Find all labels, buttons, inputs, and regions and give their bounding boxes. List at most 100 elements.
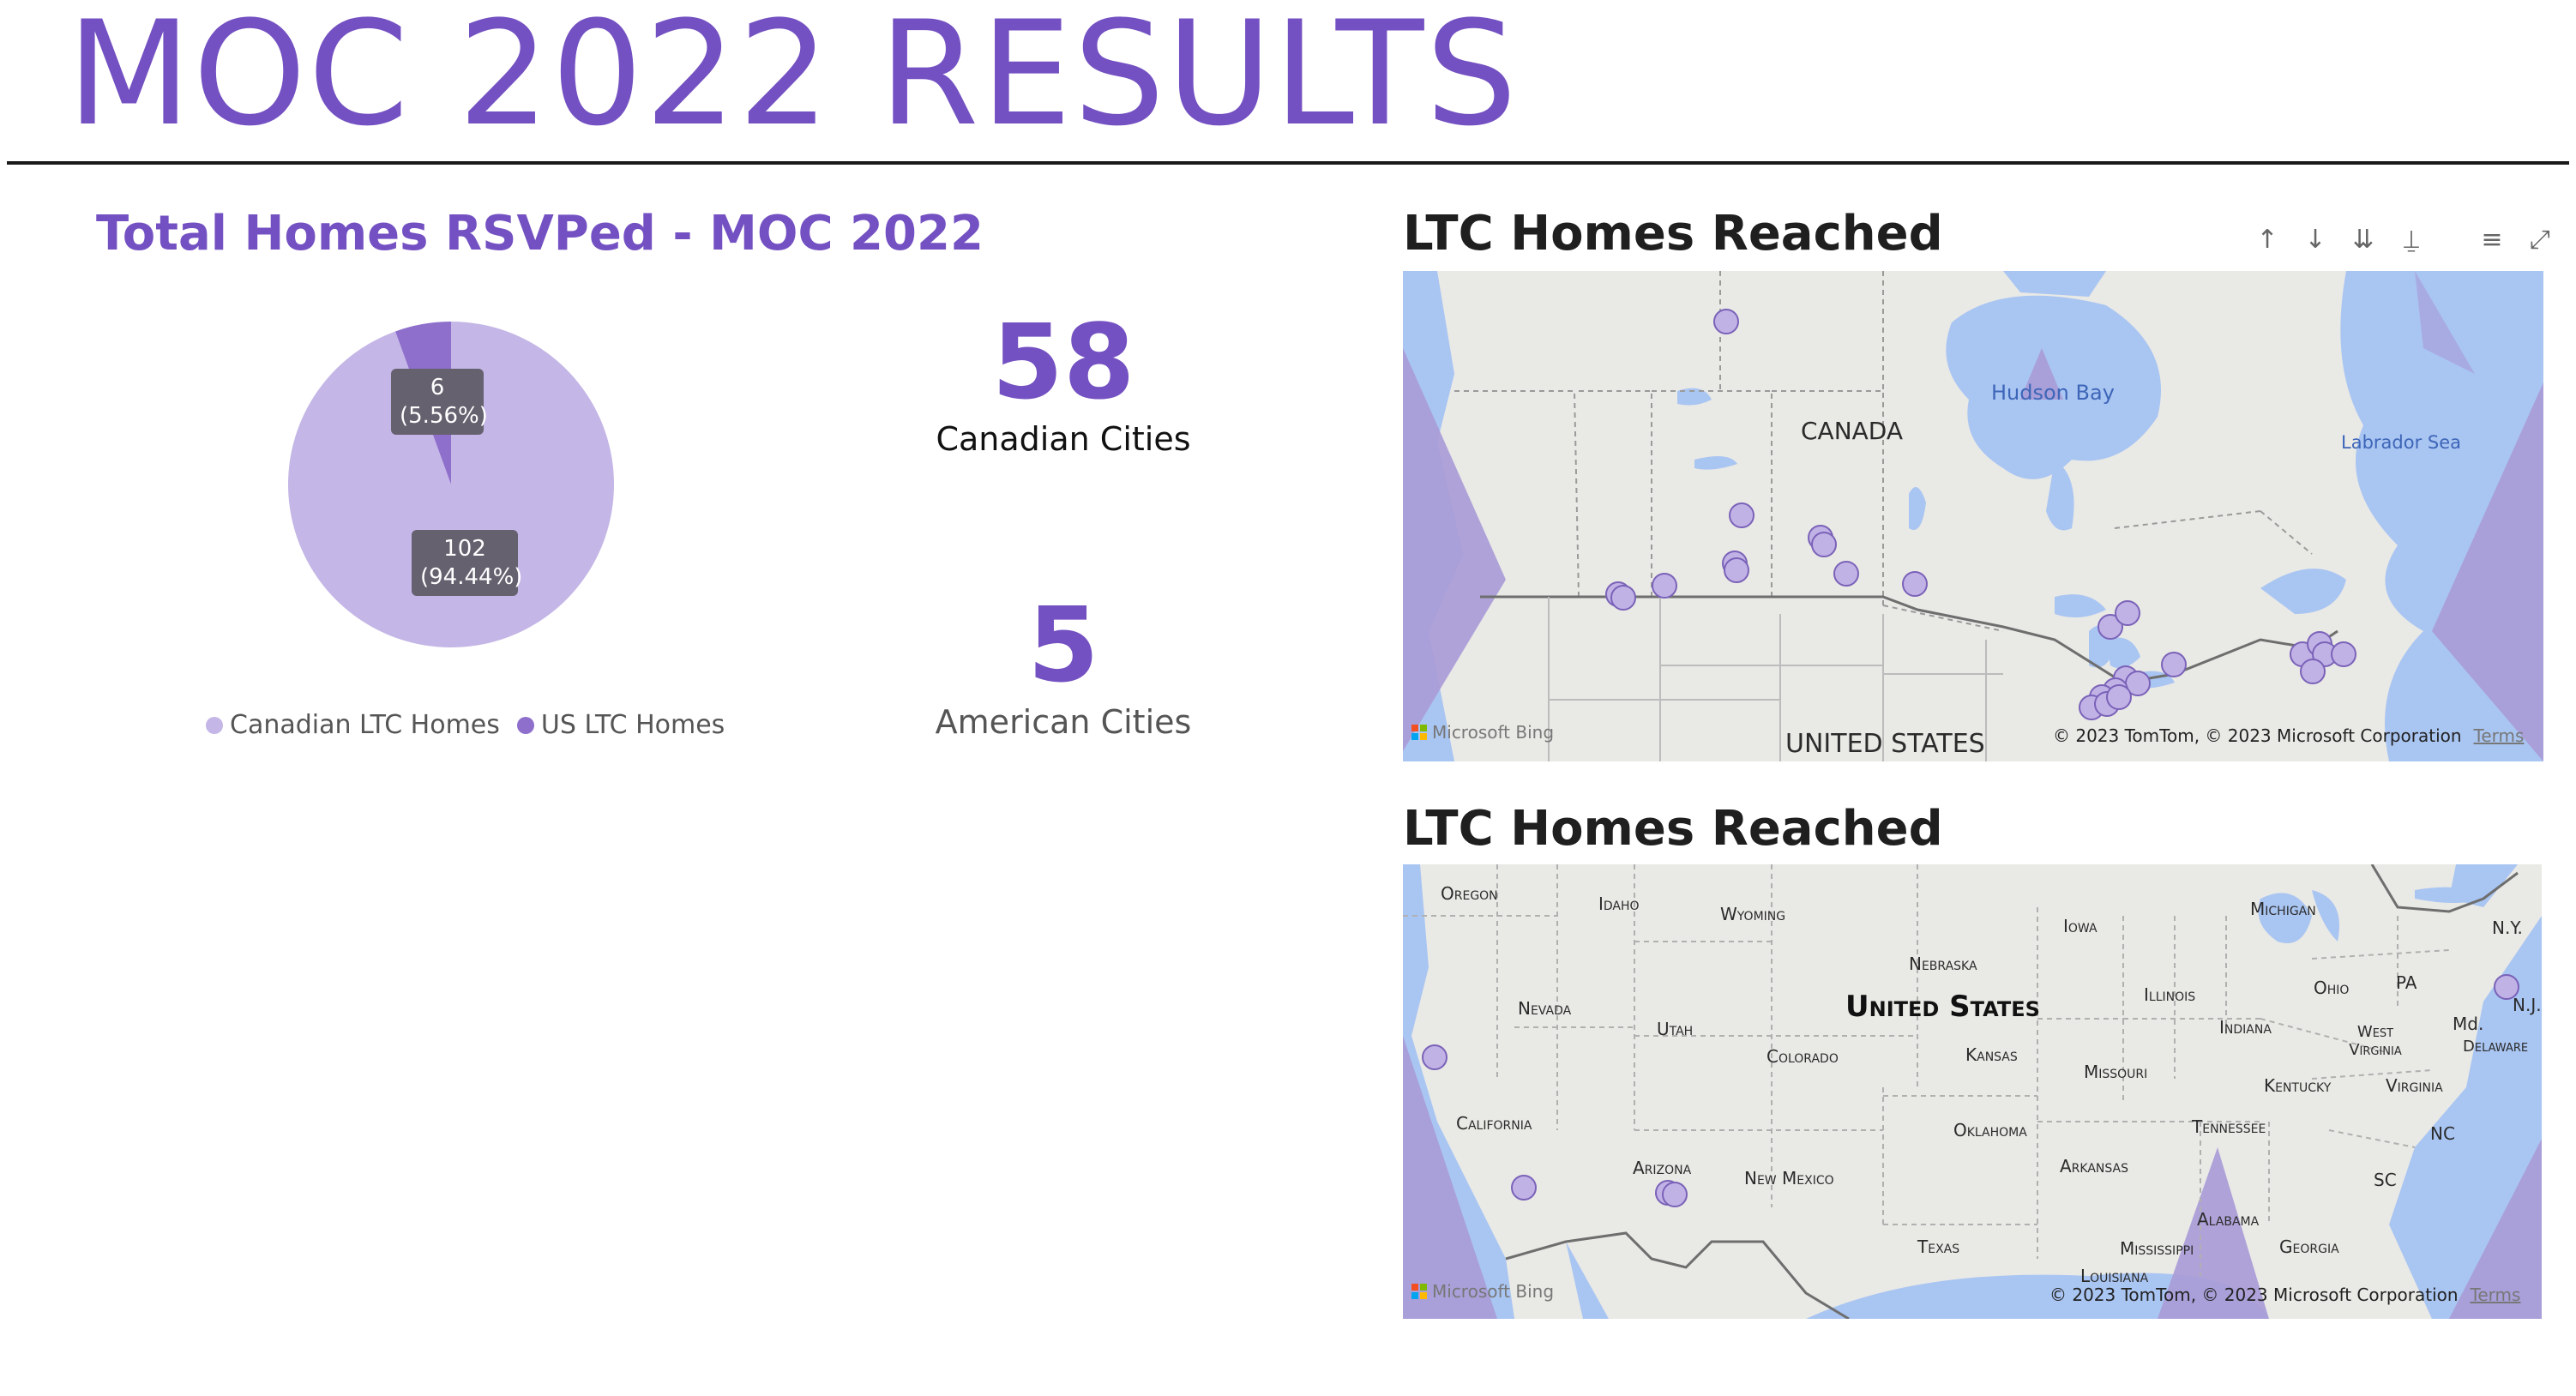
terms-link[interactable]: Terms (2470, 1285, 2521, 1305)
kpi-value: 5 (1027, 587, 1099, 706)
microsoft-bing-logo: Microsoft Bing (1411, 1281, 1554, 1302)
label-georgia: Georgia (2279, 1237, 2339, 1257)
map-canada[interactable]: CANADA UNITED STATES Hudson Bay Labrador… (1403, 271, 2543, 761)
attribution-text: © 2023 TomTom, © 2023 Microsoft Corporat… (2049, 1285, 2459, 1305)
label-tennessee: Tennessee (2192, 1116, 2266, 1137)
map-marker[interactable] (1610, 585, 1636, 611)
map-marker[interactable] (1511, 1175, 1537, 1200)
legend-item-us[interactable]: US LTC Homes (516, 710, 725, 740)
pie-legend: Canadian LTC Homes US LTC Homes (206, 710, 725, 740)
map-marker[interactable] (2300, 659, 2326, 684)
kpi-label: American Cities (935, 703, 1192, 741)
label-ohio: Ohio (2314, 978, 2350, 998)
label-labrador-sea: Labrador Sea (2341, 432, 2462, 453)
label-michigan: Michigan (2250, 899, 2316, 919)
label-louisiana: Louisiana (2080, 1266, 2149, 1286)
pie-percent-canada: (94.44%) (420, 563, 523, 590)
map-united-states[interactable]: United States Oregon Idaho Wyoming Iowa … (1403, 864, 2542, 1319)
filter-icon[interactable]: ≡ (2481, 225, 2503, 255)
map-marker[interactable] (1652, 573, 1677, 599)
arrow-up-icon[interactable]: ↑ (2256, 225, 2278, 255)
map-marker[interactable] (1811, 532, 1837, 557)
double-arrow-down-icon[interactable]: ⇊ (2352, 225, 2374, 255)
legend-dot-us (516, 716, 534, 734)
map-marker[interactable] (1662, 1182, 1688, 1207)
map-marker[interactable] (1729, 502, 1754, 528)
terms-link[interactable]: Terms (2473, 725, 2525, 746)
page-title: MOC 2022 RESULTS (67, 0, 1520, 158)
label-nc: NC (2430, 1123, 2455, 1144)
title-divider (7, 161, 2569, 165)
pie-data-label-us: 6 (5.56%) (391, 369, 488, 435)
label-md: Md. (2453, 1014, 2484, 1034)
label-idaho: Idaho (1598, 894, 1640, 914)
windows-logo-icon (1411, 725, 1427, 740)
label-kansas: Kansas (1965, 1044, 2018, 1065)
label-ny: N.Y. (2492, 918, 2523, 938)
map-marker[interactable] (1902, 571, 1928, 597)
hierarchy-icon[interactable]: ⍊ (2404, 225, 2419, 255)
legend-label-us: US LTC Homes (540, 710, 725, 740)
label-texas: Texas (1917, 1237, 1960, 1257)
map-title-canada: LTC Homes Reached (1403, 206, 1943, 262)
map-attribution: © 2023 TomTom, © 2023 Microsoft Corporat… (2049, 1285, 2520, 1305)
legend-item-canadian[interactable]: Canadian LTC Homes (206, 710, 500, 740)
label-california: California (1456, 1113, 1532, 1134)
label-arizona: Arizona (1633, 1158, 1692, 1178)
map-marker[interactable] (2331, 641, 2356, 667)
bing-label: Microsoft Bing (1432, 1281, 1555, 1302)
focus-mode-icon[interactable]: ⤢ (2530, 225, 2550, 255)
label-united-states: UNITED STATES (1785, 729, 1985, 759)
visual-header-toolbar: ↑ ↓ ⇊ ⍊ ≡ ⤢ (2255, 225, 2552, 255)
label-colorado: Colorado (1766, 1046, 1839, 1067)
label-iowa: Iowa (2063, 916, 2098, 936)
label-united-states: United States (1845, 990, 2040, 1024)
pie-percent-us: (5.56%) (400, 402, 488, 429)
map-marker[interactable] (2161, 652, 2187, 677)
map-marker[interactable] (1833, 561, 1859, 587)
label-oklahoma: Oklahoma (1953, 1120, 2027, 1140)
kpi-card-american-cities[interactable]: 5 American Cities (883, 587, 1243, 742)
label-nevada: Nevada (1518, 998, 1572, 1019)
label-arkansas: Arkansas (2060, 1156, 2129, 1176)
map-marker[interactable] (1713, 309, 1739, 334)
map-marker[interactable] (2494, 974, 2519, 1000)
kpi-label: Canadian Cities (936, 420, 1191, 458)
label-mississippi: Mississippi (2120, 1238, 2194, 1259)
label-virginia: Virginia (2386, 1075, 2443, 1096)
label-indiana: Indiana (2219, 1017, 2272, 1038)
label-west-virginia: West Virginia (2349, 1023, 2402, 1059)
label-pa: PA (2396, 972, 2417, 993)
microsoft-bing-logo: Microsoft Bing (1411, 722, 1554, 743)
kpi-value: 58 (991, 304, 1135, 423)
map-marker[interactable] (1724, 557, 1749, 583)
label-utah: Utah (1657, 1019, 1694, 1039)
pie-chart[interactable] (0, 0, 686, 772)
label-nj: N.J. (2513, 995, 2542, 1015)
legend-label-canadian: Canadian LTC Homes (230, 710, 500, 740)
map-marker[interactable] (2125, 671, 2151, 696)
map-marker[interactable] (2106, 684, 2132, 710)
label-oregon: Oregon (1441, 883, 1498, 904)
map-marker[interactable] (1422, 1044, 1447, 1070)
attribution-text: © 2023 TomTom, © 2023 Microsoft Corporat… (2053, 725, 2462, 746)
map-basemap-united-states (1403, 864, 2542, 1319)
map-basemap-canada (1403, 271, 2543, 761)
label-kentucky: Kentucky (2264, 1075, 2332, 1096)
label-delaware: Delaware (2463, 1038, 2529, 1056)
label-alabama: Alabama (2197, 1209, 2260, 1230)
pie-value-us: 6 (430, 375, 445, 400)
pie-data-label-canada: 102 (94.44%) (412, 530, 523, 596)
kpi-card-canadian-cities[interactable]: 58 Canadian Cities (883, 304, 1243, 459)
pie-value-canada: 102 (443, 536, 486, 562)
map-title-united-states: LTC Homes Reached (1403, 801, 1943, 857)
label-sc: SC (2374, 1170, 2397, 1190)
arrow-down-icon[interactable]: ↓ (2304, 225, 2326, 255)
label-new-mexico: New Mexico (1744, 1168, 1834, 1188)
label-illinois: Illinois (2144, 984, 2196, 1005)
map-marker[interactable] (2115, 600, 2140, 626)
label-hudson-bay: Hudson Bay (1991, 381, 2115, 405)
label-wyoming: Wyoming (1720, 904, 1786, 924)
label-canada: CANADA (1801, 417, 1904, 445)
bing-label: Microsoft Bing (1432, 722, 1555, 743)
